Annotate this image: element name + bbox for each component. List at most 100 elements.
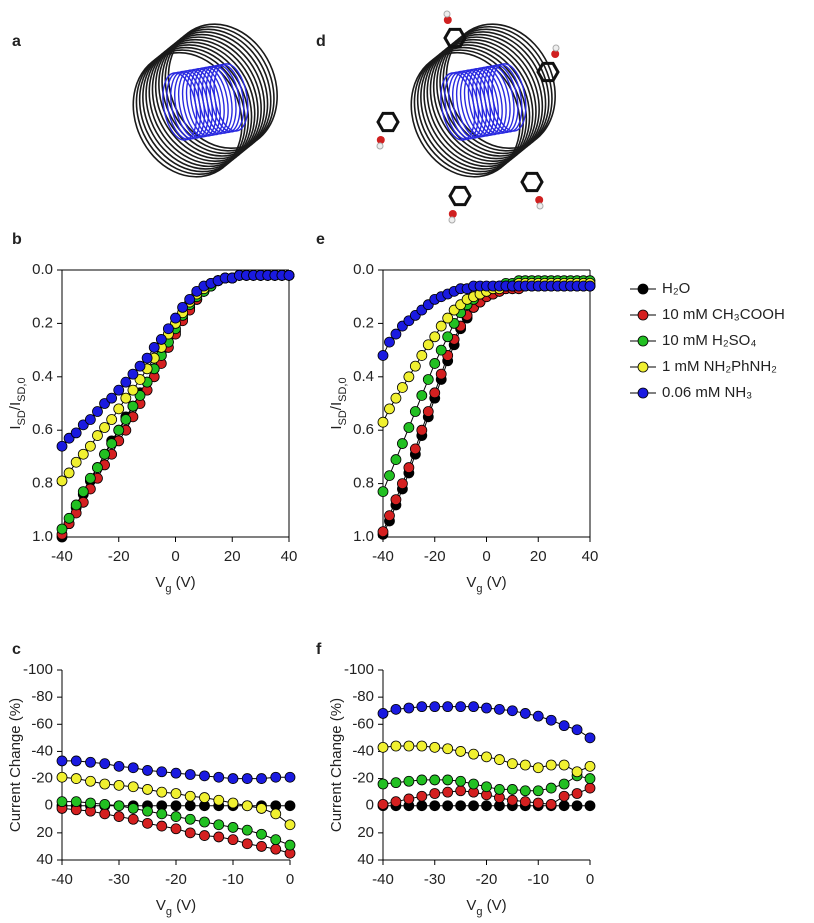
data-point — [391, 495, 401, 505]
data-point — [482, 801, 492, 811]
y-axis-label: Current Change (%) — [7, 698, 24, 832]
legend-swatch — [638, 284, 648, 294]
y-axis-label: ISD/ISD,0 — [328, 377, 349, 429]
data-point — [507, 706, 517, 716]
hydrogen-atom — [449, 217, 455, 223]
data-point — [242, 774, 252, 784]
data-point — [100, 779, 110, 789]
panel-letter: c — [12, 641, 21, 658]
data-point — [494, 755, 504, 765]
data-point — [157, 821, 167, 831]
data-point — [391, 704, 401, 714]
data-point — [178, 302, 188, 312]
series-line — [383, 283, 590, 422]
y-tick-label: -80 — [352, 688, 374, 705]
data-point — [121, 415, 131, 425]
panel-letter: b — [12, 231, 22, 248]
data-point — [410, 407, 420, 417]
y-tick-label: 1.0 — [353, 528, 374, 545]
y-tick-label: 0.2 — [32, 314, 53, 331]
data-point — [143, 765, 153, 775]
data-point — [143, 818, 153, 828]
data-point — [430, 742, 440, 752]
data-point — [64, 468, 74, 478]
figure: adb0.00.20.40.60.81.0-40-2002040Vg (V)IS… — [0, 0, 814, 923]
data-point — [378, 708, 388, 718]
x-tick-label: 0 — [482, 548, 490, 565]
data-point — [430, 388, 440, 398]
data-point — [214, 832, 224, 842]
data-point — [456, 801, 466, 811]
data-point — [57, 476, 67, 486]
y-tick-label: -80 — [31, 688, 53, 705]
data-point — [285, 772, 295, 782]
panel-letter: a — [12, 33, 21, 50]
data-point — [128, 369, 138, 379]
data-point — [572, 801, 582, 811]
data-point — [114, 761, 124, 771]
y-tick-label: 20 — [357, 824, 374, 841]
hydrogen-atom — [553, 45, 559, 51]
data-point — [284, 270, 294, 280]
y-tick-label: -40 — [352, 742, 374, 759]
y-tick-label: 0.4 — [353, 368, 374, 385]
data-point — [436, 369, 446, 379]
data-point — [171, 801, 181, 811]
data-point — [585, 281, 595, 291]
y-axis-label: Current Change (%) — [328, 698, 345, 832]
data-point — [64, 513, 74, 523]
data-point — [128, 803, 138, 813]
x-axis-label: Vg (V) — [466, 574, 506, 595]
data-point — [78, 449, 88, 459]
data-point — [585, 783, 595, 793]
data-point — [171, 824, 181, 834]
y-tick-label: -20 — [352, 770, 374, 787]
data-point — [585, 761, 595, 771]
data-point — [430, 775, 440, 785]
data-point — [456, 702, 466, 712]
data-point — [185, 294, 195, 304]
y-axis-label-part: SD,0 — [337, 377, 349, 401]
y-tick-label: -100 — [23, 661, 53, 678]
x-tick-label: -20 — [165, 871, 187, 888]
data-point — [378, 799, 388, 809]
data-point — [257, 774, 267, 784]
data-point — [520, 760, 530, 770]
data-point — [456, 746, 466, 756]
x-axis-label: Vg (V) — [156, 897, 196, 918]
tube-ring — [395, 32, 543, 192]
x-tick-label: -30 — [424, 871, 446, 888]
data-point — [185, 770, 195, 780]
data-point — [114, 404, 124, 414]
data-point — [404, 794, 414, 804]
y-tick-label: 0.6 — [353, 421, 374, 438]
y-tick-label: -60 — [31, 715, 53, 732]
data-point — [128, 814, 138, 824]
legend-label: 0.06 mM NH₃ — [662, 384, 752, 401]
y-tick-label: 0.0 — [32, 261, 53, 278]
data-point — [271, 772, 281, 782]
data-point — [135, 361, 145, 371]
y-axis-label-part: SD — [16, 410, 28, 425]
y-tick-label: 0.8 — [32, 475, 53, 492]
data-point — [417, 741, 427, 751]
data-point — [410, 444, 420, 454]
data-point — [85, 473, 95, 483]
data-point — [71, 457, 81, 467]
data-point — [185, 828, 195, 838]
data-point — [71, 756, 81, 766]
data-point — [157, 787, 167, 797]
data-point — [507, 795, 517, 805]
data-point — [456, 776, 466, 786]
data-point — [143, 806, 153, 816]
data-point — [443, 787, 453, 797]
data-point — [128, 763, 138, 773]
data-point — [443, 744, 453, 754]
tube-ring — [398, 30, 546, 190]
x-tick-label: -40 — [372, 871, 394, 888]
data-point — [114, 425, 124, 435]
legend-swatch — [638, 362, 648, 372]
y-tick-label: 40 — [357, 851, 374, 868]
data-point — [100, 809, 110, 819]
data-point — [397, 382, 407, 392]
